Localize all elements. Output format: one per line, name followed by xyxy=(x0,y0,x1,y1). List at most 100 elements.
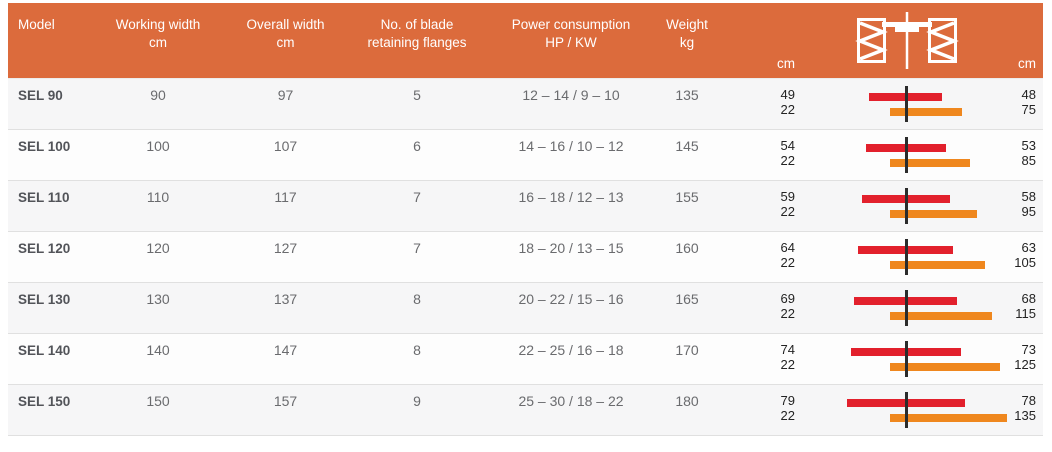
table-body: SEL 90 90 97 5 12 – 14 / 9 – 10 135 49 2… xyxy=(8,78,1043,436)
table-row: SEL 150 150 157 9 25 – 30 / 18 – 22 180 … xyxy=(8,385,1043,436)
offset-right-values: 58 95 xyxy=(1008,181,1043,231)
offset-right-shifted-value: 125 xyxy=(1014,356,1036,372)
overall-width-value: 127 xyxy=(273,240,298,256)
model-name: SEL 90 xyxy=(18,88,63,103)
offset-left-shifted-value: 22 xyxy=(780,356,795,372)
offset-left-centered-value: 74 xyxy=(780,342,795,357)
model-name: SEL 100 xyxy=(18,139,71,154)
offset-right-centered-value: 53 xyxy=(1021,138,1036,153)
offset-left-shifted-value: 22 xyxy=(780,254,795,270)
offset-left-values: 54 22 xyxy=(708,130,798,180)
overall-width-value: 147 xyxy=(273,342,298,358)
header-overall-width: Overall width cm xyxy=(213,3,358,78)
offset-left-shifted-value: 22 xyxy=(780,203,795,219)
model-name: SEL 110 xyxy=(18,190,70,205)
working-width-value: 100 xyxy=(146,138,170,154)
offset-right-centered-value: 68 xyxy=(1021,291,1036,306)
table-row: SEL 140 140 147 8 22 – 25 / 16 – 18 170 … xyxy=(8,334,1043,385)
offset-left-values: 49 22 xyxy=(708,79,798,129)
offset-left-values: 79 22 xyxy=(708,385,798,435)
offset-right-shifted-value: 105 xyxy=(1014,254,1036,270)
offset-left-centered-value: 54 xyxy=(780,138,795,153)
offset-right-centered-value: 78 xyxy=(1021,393,1036,408)
offset-bar-chart xyxy=(798,283,1008,333)
tractor-centerline xyxy=(904,188,908,224)
header-blade-flanges-line2: retaining flanges xyxy=(367,35,467,50)
working-width-value: 90 xyxy=(150,87,166,103)
header-left-unit-label: cm xyxy=(777,56,795,71)
offset-right-values: 68 115 xyxy=(1008,283,1043,333)
offset-right-shifted-value: 135 xyxy=(1014,407,1036,423)
offset-bar-chart xyxy=(798,79,1008,129)
model-name: SEL 140 xyxy=(18,343,71,358)
offset-left-centered-value: 49 xyxy=(780,87,795,102)
power-consumption-value: 22 – 25 / 16 – 18 xyxy=(518,342,624,358)
offset-bar-chart xyxy=(798,181,1008,231)
blade-flanges-value: 6 xyxy=(413,138,421,154)
offset-left-centered-value: 69 xyxy=(780,291,795,306)
bar-offset xyxy=(889,210,978,218)
tractor-centerline xyxy=(904,392,908,428)
offset-right-shifted-value: 95 xyxy=(1021,203,1036,219)
offset-right-centered-value: 58 xyxy=(1021,189,1036,204)
tractor-centerline xyxy=(904,137,908,173)
offset-bar-chart xyxy=(798,232,1008,282)
tractor-centerline xyxy=(904,86,908,122)
overall-width-value: 157 xyxy=(273,393,298,409)
overall-width-value: 97 xyxy=(277,87,294,103)
offset-right-centered-value: 63 xyxy=(1021,240,1036,255)
working-width-value: 120 xyxy=(146,240,170,256)
model-name: SEL 120 xyxy=(18,241,71,256)
offset-right-values: 53 85 xyxy=(1008,130,1043,180)
offset-left-values: 64 22 xyxy=(708,232,798,282)
header-overall-width-line1: Overall width xyxy=(246,17,325,32)
offset-left-shifted-value: 22 xyxy=(780,152,795,168)
table-row: SEL 120 120 127 7 18 – 20 / 13 – 15 160 … xyxy=(8,232,1043,283)
weight-value: 160 xyxy=(675,240,699,256)
tractor-axle-top-view-icon xyxy=(852,12,962,70)
blade-flanges-value: 5 xyxy=(413,87,421,103)
bar-offset xyxy=(889,414,1008,422)
offset-left-shifted-value: 22 xyxy=(780,407,795,423)
offset-left-values: 69 22 xyxy=(708,283,798,333)
bar-offset xyxy=(889,312,993,320)
blade-flanges-value: 7 xyxy=(413,240,421,256)
overall-width-value: 107 xyxy=(273,138,298,154)
model-name: SEL 130 xyxy=(18,292,71,307)
overall-width-value: 117 xyxy=(274,189,297,205)
header-working-width-unit: cm xyxy=(149,35,167,50)
table-row: SEL 100 100 107 6 14 – 16 / 10 – 12 145 … xyxy=(8,130,1043,181)
power-consumption-value: 25 – 30 / 18 – 22 xyxy=(518,393,624,409)
working-width-value: 140 xyxy=(146,342,170,358)
table-header: Model Working width cm Overall width cm … xyxy=(8,3,1043,78)
offset-bar-chart xyxy=(798,385,1008,435)
offset-bar-chart xyxy=(798,334,1008,384)
table-row: SEL 90 90 97 5 12 – 14 / 9 – 10 135 49 2… xyxy=(8,79,1043,130)
table-row: SEL 110 110 117 7 16 – 18 / 12 – 13 155 … xyxy=(8,181,1043,232)
weight-value: 155 xyxy=(675,189,699,205)
header-offset-right: cm xyxy=(1008,3,1043,78)
tractor-centerline xyxy=(904,290,908,326)
blade-flanges-value: 9 xyxy=(413,393,421,409)
blade-flanges-value: 8 xyxy=(413,342,421,358)
header-weight-line1: Weight xyxy=(666,17,708,32)
header-right-unit-label: cm xyxy=(1018,56,1036,71)
power-consumption-value: 14 – 16 / 10 – 12 xyxy=(518,138,624,154)
weight-value: 180 xyxy=(675,393,699,409)
offset-left-shifted-value: 22 xyxy=(780,101,795,117)
offset-right-values: 48 75 xyxy=(1008,79,1043,129)
offset-left-centered-value: 64 xyxy=(780,240,795,255)
offset-left-centered-value: 59 xyxy=(780,189,795,204)
header-blade-flanges-line1: No. of blade xyxy=(380,17,454,32)
weight-value: 170 xyxy=(675,342,699,358)
bar-offset xyxy=(889,363,1000,371)
power-consumption-value: 20 – 22 / 15 – 16 xyxy=(518,291,624,307)
offset-left-shifted-value: 22 xyxy=(780,305,795,321)
overall-width-value: 137 xyxy=(273,291,298,307)
header-offset-diagram xyxy=(798,3,1008,78)
header-power-line1: Power consumption xyxy=(511,17,631,32)
table-row: SEL 130 130 137 8 20 – 22 / 15 – 16 165 … xyxy=(8,283,1043,334)
header-power-consumption: Power consumption HP / KW xyxy=(476,3,666,78)
header-weight-line2: kg xyxy=(679,35,695,50)
